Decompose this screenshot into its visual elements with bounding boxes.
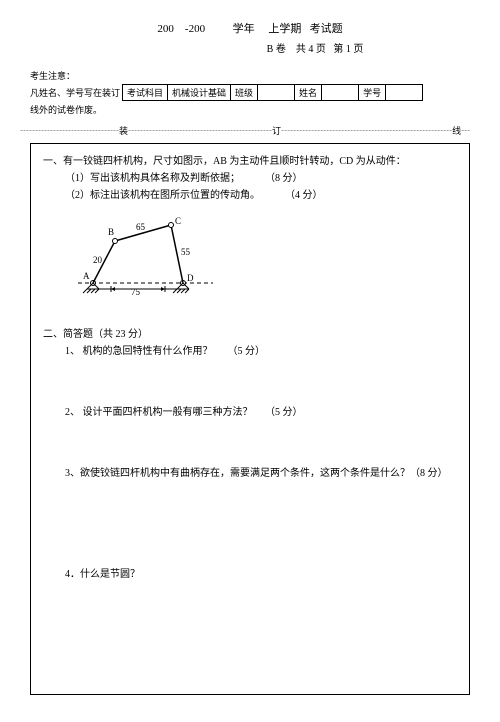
info-row: 凡姓名、学号写在装订 考试科目 机械设计基础 班级 姓名 学号 <box>30 84 470 101</box>
info-class-label: 班级 <box>231 85 258 101</box>
q1-sub1-text: （1）写出该机构具体名称及判断依据； <box>65 173 240 184</box>
notice-line-1: 考生注意： <box>30 69 470 82</box>
content-box: 一、有一铰链四杆机构，尺寸如图示，AB 为主动件且顺时针转动，CD 为从动件： … <box>30 143 470 695</box>
info-id-value <box>386 85 423 101</box>
q2-sub1-points: （5 分） <box>228 346 266 357</box>
binding-zhuang: 装 <box>119 126 128 136</box>
q1-sub1: （1）写出该机构具体名称及判断依据； （8 分） <box>43 171 457 186</box>
info-class-value <box>258 85 295 101</box>
year-end: -200 <box>185 23 205 35</box>
info-table: 考试科目 机械设计基础 班级 姓名 学号 <box>122 84 423 101</box>
diagram-dim-ab: 20 <box>93 255 103 265</box>
year-start: 200 <box>157 23 174 35</box>
diagram-dim-cd: 55 <box>181 247 191 257</box>
q2-sub2-text: 2、 设计平面四杆机构一般有哪三种方法？ <box>65 407 253 418</box>
info-subject-label: 考试科目 <box>123 85 168 101</box>
diagram-label-a: A <box>83 271 90 281</box>
q2-sub1: 1、 机构的急回特性有什么作用？ （5 分） <box>43 344 457 359</box>
exam-label: 考试题 <box>310 23 343 35</box>
info-name-label: 姓名 <box>295 85 322 101</box>
q1-sub2-points: （4 分） <box>285 190 323 201</box>
notice-line-2: 凡姓名、学号写在装订 <box>30 86 122 99</box>
q1-sub2-text: （2）标注出该机构在图所示位置的传动角。 <box>65 190 260 201</box>
academic-year-label: 学年 <box>233 23 255 35</box>
diagram-dim-bc: 65 <box>136 222 146 232</box>
info-name-value <box>322 85 359 101</box>
header-line-1: 200 -200 学年 上学期 考试题 <box>30 20 470 36</box>
q2-sub2: 2、 设计平面四杆机构一般有哪三种方法？ （5 分） <box>43 405 457 420</box>
q2-sub2-points: （5 分） <box>265 407 303 418</box>
q2-sub1-text: 1、 机构的急回特性有什么作用？ <box>65 346 213 357</box>
q1-sub1-points: （8 分） <box>265 173 303 184</box>
info-subject-value: 机械设计基础 <box>168 85 231 101</box>
notice-line-3: 线外的试卷作废。 <box>30 103 470 116</box>
q1-title: 一、有一铰链四杆机构，尺寸如图示，AB 为主动件且顺时针转动，CD 为从动件： <box>43 154 457 169</box>
q2-sub3: 3、欲使铰链四杆机构中有曲柄存在，需要满足两个条件，这两个条件是什么？（8 分） <box>43 466 457 481</box>
page-total: 共 4 页 <box>296 44 326 55</box>
binding-ding: 订 <box>272 126 281 136</box>
binding-line: ┄┄┄┄┄┄┄┄┄┄┄装┄┄┄┄┄┄┄┄┄┄┄┄┄┄┄┄订┄┄┄┄┄┄┄┄┄┄┄… <box>20 124 470 137</box>
paper-volume: B 卷 <box>267 44 286 55</box>
header-line-2: B 卷 共 4 页 第 1 页 <box>30 40 470 55</box>
four-bar-diagram: A B C D 20 65 55 75 <box>73 213 457 303</box>
page-current: 第 1 页 <box>333 44 363 55</box>
diagram-label-d: D <box>187 273 194 283</box>
diagram-label-b: B <box>108 227 114 237</box>
binding-xian: 线 <box>452 126 461 136</box>
q2-title: 二、简答题（共 23 分） <box>43 327 457 342</box>
q2-sub4: 4．什么是节圆？ <box>43 567 457 582</box>
q1-sub2: （2）标注出该机构在图所示位置的传动角。 （4 分） <box>43 188 457 203</box>
diagram-label-c: C <box>175 216 181 226</box>
info-id-label: 学号 <box>359 85 386 101</box>
term-label: 上学期 <box>268 23 301 35</box>
